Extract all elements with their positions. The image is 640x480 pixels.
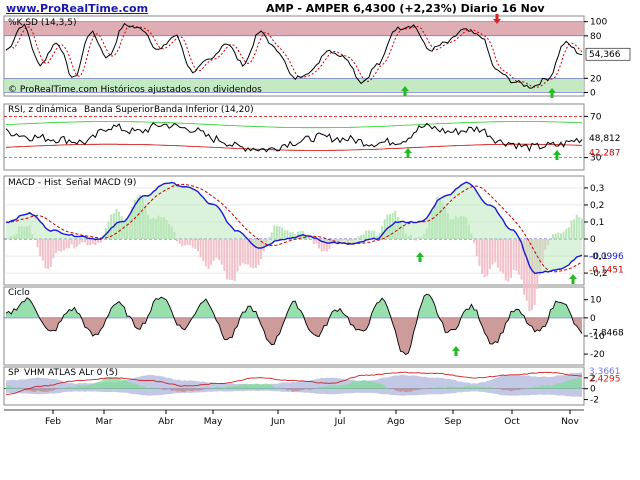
instrument-title: AMP - AMPER 6,4300 (+2,23%) Diario 16 No… — [266, 2, 545, 15]
sell-arrow-shape — [493, 14, 501, 24]
watermark: © ProRealTime.com Históricos ajustados c… — [8, 84, 262, 95]
tick-label: -0,2 — [590, 269, 608, 279]
buy-arrow-icon — [553, 150, 561, 160]
sp-positive-area — [6, 376, 582, 389]
buy-arrow-icon — [404, 148, 412, 158]
month-label: May — [204, 417, 223, 427]
buy-arrow-icon — [416, 252, 424, 262]
tick-label: 100 — [590, 18, 607, 28]
tick-label: 80 — [590, 32, 602, 42]
sp-label-main: SP — [8, 368, 20, 378]
rsi-band-sup — [5, 121, 583, 129]
month-label: Oct — [504, 417, 520, 427]
sk-line — [5, 22, 583, 89]
tick-label: 0,3 — [590, 184, 604, 194]
overbought-zone — [4, 21, 584, 36]
tick-label: 20 — [590, 74, 602, 84]
rsi-value-1: 48,812 — [589, 134, 621, 144]
tick-label: 0 — [590, 235, 596, 245]
sk-label: %K SD (14,3,5) — [8, 18, 76, 28]
buy-arrow-shape — [404, 148, 412, 158]
month-label: Jul — [334, 417, 346, 427]
sp-value-1: 3,3661 — [589, 367, 621, 377]
sp-band — [6, 372, 582, 397]
site-link[interactable]: www.ProRealTime.com — [6, 2, 149, 15]
month-label: Abr — [158, 417, 174, 427]
tick-label: 2 — [590, 374, 596, 384]
buy-arrow-icon — [401, 86, 409, 96]
buy-arrow-shape — [553, 150, 561, 160]
month-label: Sep — [445, 417, 462, 427]
rsi-label-sup: Banda Superior — [84, 105, 154, 115]
tick-label: 0,1 — [590, 218, 604, 228]
sp-label-vhm: VHM — [24, 368, 45, 378]
tick-label: 0,2 — [590, 201, 604, 211]
header: www.ProRealTime.com AMP - AMPER 6,4300 (… — [0, 0, 640, 16]
sp-value-2: 2,4295 — [589, 375, 621, 385]
month-label: Nov — [561, 417, 579, 427]
sk-value: 54,366 — [589, 50, 621, 60]
buy-arrow-shape — [416, 252, 424, 262]
tick-label: 0 — [590, 385, 596, 395]
month-label: Jun — [270, 417, 285, 427]
tick-label: -2 — [590, 396, 599, 406]
rsi-label-main: RSI, z dinámica — [8, 105, 77, 115]
tick-label: 30 — [590, 154, 602, 164]
oversold-zone — [4, 78, 584, 93]
rsi-label-inf: Banda Inferior (14,20) — [154, 105, 254, 115]
macd-value-2: -0,1451 — [589, 266, 624, 276]
sk-signal-line — [5, 24, 583, 88]
tick-label: 10 — [590, 296, 602, 306]
macd-value-1: -0,0996 — [589, 252, 624, 262]
buy-arrow-shape — [401, 86, 409, 96]
sp-negative-area — [6, 388, 582, 393]
tick-label: -10 — [590, 332, 605, 342]
macd-line — [5, 181, 583, 275]
buy-arrow-shape — [452, 346, 460, 356]
sell-arrow-icon — [493, 14, 501, 24]
cycle-line — [5, 293, 583, 356]
buy-arrow-icon — [452, 346, 460, 356]
month-label: Mar — [96, 417, 113, 427]
rsi-line — [5, 122, 583, 153]
macd-label-sig: Señal MACD (9) — [66, 178, 136, 188]
buy-arrow-shape — [569, 274, 577, 284]
tick-label: -20 — [590, 350, 605, 360]
buy-arrow-shape — [548, 88, 556, 98]
buy-arrow-icon — [548, 88, 556, 98]
sp-atlas-line — [5, 371, 583, 395]
tick-label: 70 — [590, 112, 602, 122]
macd-area — [6, 182, 582, 274]
tick-label: 0 — [590, 314, 596, 324]
buy-arrow-icon — [569, 274, 577, 284]
month-label: Feb — [45, 417, 61, 427]
rsi-value-2: 42,287 — [589, 148, 621, 158]
tick-label: -0,1 — [590, 252, 608, 262]
sk-value-box — [585, 47, 631, 61]
cycle-positive-area — [6, 294, 582, 318]
cycle-label: Ciclo — [8, 288, 30, 298]
rsi-band-inf — [5, 143, 583, 151]
sp-label-atlas: ATLAS ALr 0 (5) — [48, 368, 118, 378]
macd-label-main: MACD - Hist — [8, 178, 62, 188]
month-label: Ago — [387, 417, 405, 427]
tick-label: 0 — [590, 88, 596, 98]
cycle-value: -7,8468 — [589, 328, 624, 338]
